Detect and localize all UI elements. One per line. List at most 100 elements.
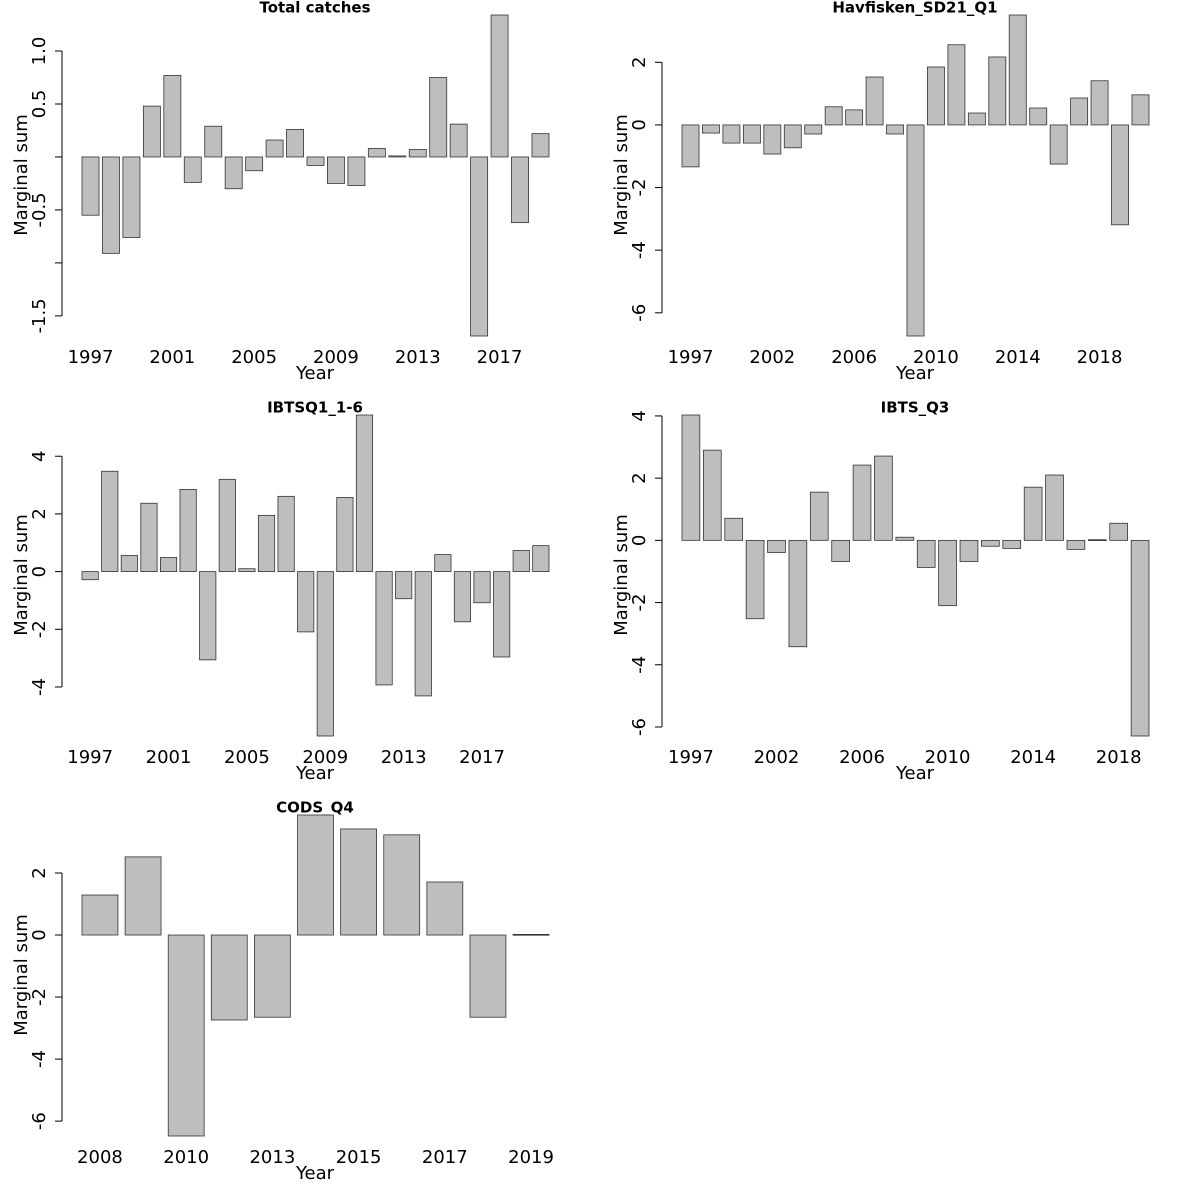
x-tick-label: 2005 bbox=[231, 347, 277, 368]
bar bbox=[512, 550, 530, 573]
x-axis-title: Year bbox=[895, 363, 935, 384]
y-tick-label: -1.5 bbox=[29, 298, 50, 333]
bar bbox=[81, 156, 100, 216]
bar bbox=[1087, 539, 1107, 541]
bar bbox=[355, 414, 374, 573]
x-tick-label: 2005 bbox=[224, 747, 270, 768]
bar bbox=[306, 156, 325, 166]
bar bbox=[947, 44, 966, 126]
bar bbox=[167, 934, 205, 1137]
bar bbox=[1130, 539, 1150, 737]
x-axis-title: Year bbox=[295, 763, 335, 784]
bar bbox=[297, 814, 334, 936]
y-tick-label: 2 bbox=[29, 508, 50, 519]
y-axis-title: Marginal sum bbox=[11, 914, 32, 1036]
bar bbox=[388, 155, 407, 158]
x-tick-label: 2013 bbox=[395, 347, 441, 368]
bar bbox=[763, 124, 782, 155]
x-tick-label: 2014 bbox=[1010, 747, 1056, 768]
y-tick-label: -2 bbox=[629, 594, 650, 612]
y-tick-label: 0 bbox=[629, 535, 650, 546]
bar bbox=[681, 124, 700, 168]
x-tick-label: 2014 bbox=[995, 347, 1041, 368]
bar bbox=[1029, 107, 1048, 126]
bar bbox=[852, 464, 872, 541]
bar bbox=[783, 124, 802, 149]
x-tick-label: 2010 bbox=[163, 1147, 209, 1168]
bar bbox=[469, 934, 507, 1018]
panel: Havfisken_SD21_Q1 Year Marginal sum -6 -4 -2 0… bbox=[611, 0, 1150, 384]
y-tick-label: -0.5 bbox=[29, 192, 50, 227]
bar bbox=[102, 156, 120, 254]
x-tick-label: 2019 bbox=[508, 1147, 554, 1168]
chart-title: Total catches bbox=[259, 0, 370, 17]
x-tick-label: 2017 bbox=[477, 347, 523, 368]
bar bbox=[81, 571, 99, 581]
bar bbox=[1008, 14, 1027, 126]
bar bbox=[988, 56, 1007, 126]
bar bbox=[473, 571, 491, 604]
bar bbox=[122, 156, 141, 238]
bar bbox=[449, 123, 468, 158]
bar bbox=[347, 156, 366, 186]
y-tick-label: -4 bbox=[629, 656, 650, 674]
bar bbox=[959, 539, 979, 562]
bar bbox=[375, 571, 393, 686]
y-tick-label: 2 bbox=[629, 472, 650, 483]
x-tick-label: 1997 bbox=[68, 347, 114, 368]
bar bbox=[238, 568, 256, 573]
y-tick-label: 4 bbox=[29, 451, 50, 462]
y-tick-label: 0 bbox=[29, 929, 50, 940]
panel: IBTSQ1_1-6 Year Marginal sum -4 -2 0 2 4 1997 200… bbox=[11, 399, 550, 784]
bar bbox=[531, 133, 550, 158]
bar bbox=[297, 571, 315, 633]
y-tick-label: -2 bbox=[29, 988, 50, 1006]
bar bbox=[277, 495, 295, 573]
bar bbox=[532, 545, 550, 573]
bar bbox=[927, 66, 945, 126]
bar bbox=[865, 76, 884, 126]
bar bbox=[906, 124, 925, 337]
bar bbox=[327, 156, 345, 184]
bar bbox=[383, 834, 421, 936]
bar bbox=[1090, 80, 1109, 126]
bar bbox=[845, 109, 864, 126]
bar bbox=[470, 156, 489, 337]
x-tick-label: 2001 bbox=[146, 747, 192, 768]
bar bbox=[210, 934, 248, 1021]
y-axis-title: Marginal sum bbox=[11, 114, 32, 236]
bar bbox=[414, 571, 432, 697]
y-tick-label: 1.0 bbox=[29, 37, 50, 66]
x-tick-label: 2013 bbox=[381, 747, 427, 768]
y-tick-label: -6 bbox=[629, 304, 650, 322]
bar bbox=[1109, 522, 1129, 541]
bar bbox=[453, 571, 472, 623]
bar bbox=[981, 539, 1000, 547]
panel: Total catches Year Marginal sum -1.5 -0.5 0.5… bbox=[11, 0, 550, 384]
y-axis-title: Marginal sum bbox=[611, 514, 632, 636]
bar bbox=[434, 554, 452, 573]
bar bbox=[101, 470, 119, 573]
bar bbox=[429, 77, 448, 158]
bar bbox=[681, 414, 701, 541]
bar bbox=[183, 156, 202, 183]
x-tick-label: 2015 bbox=[336, 1147, 382, 1168]
x-tick-label: 2002 bbox=[754, 747, 800, 768]
bar bbox=[286, 129, 304, 158]
bar bbox=[804, 124, 823, 135]
y-tick-label: -2 bbox=[29, 620, 50, 638]
x-tick-label: 2009 bbox=[313, 347, 359, 368]
x-tick-label: 2009 bbox=[302, 747, 348, 768]
chart-title: IBTSQ1_1-6 bbox=[267, 399, 363, 417]
bar bbox=[702, 124, 720, 134]
x-tick-label: 2001 bbox=[149, 347, 195, 368]
x-tick-label: 2013 bbox=[249, 1147, 295, 1168]
bar bbox=[142, 105, 161, 158]
bar bbox=[809, 491, 829, 541]
bar bbox=[916, 539, 936, 568]
bar bbox=[493, 571, 511, 658]
y-axis-title: Marginal sum bbox=[611, 114, 632, 236]
bar bbox=[1002, 539, 1022, 549]
y-tick-label: -6 bbox=[29, 1112, 50, 1130]
bar bbox=[199, 571, 217, 661]
